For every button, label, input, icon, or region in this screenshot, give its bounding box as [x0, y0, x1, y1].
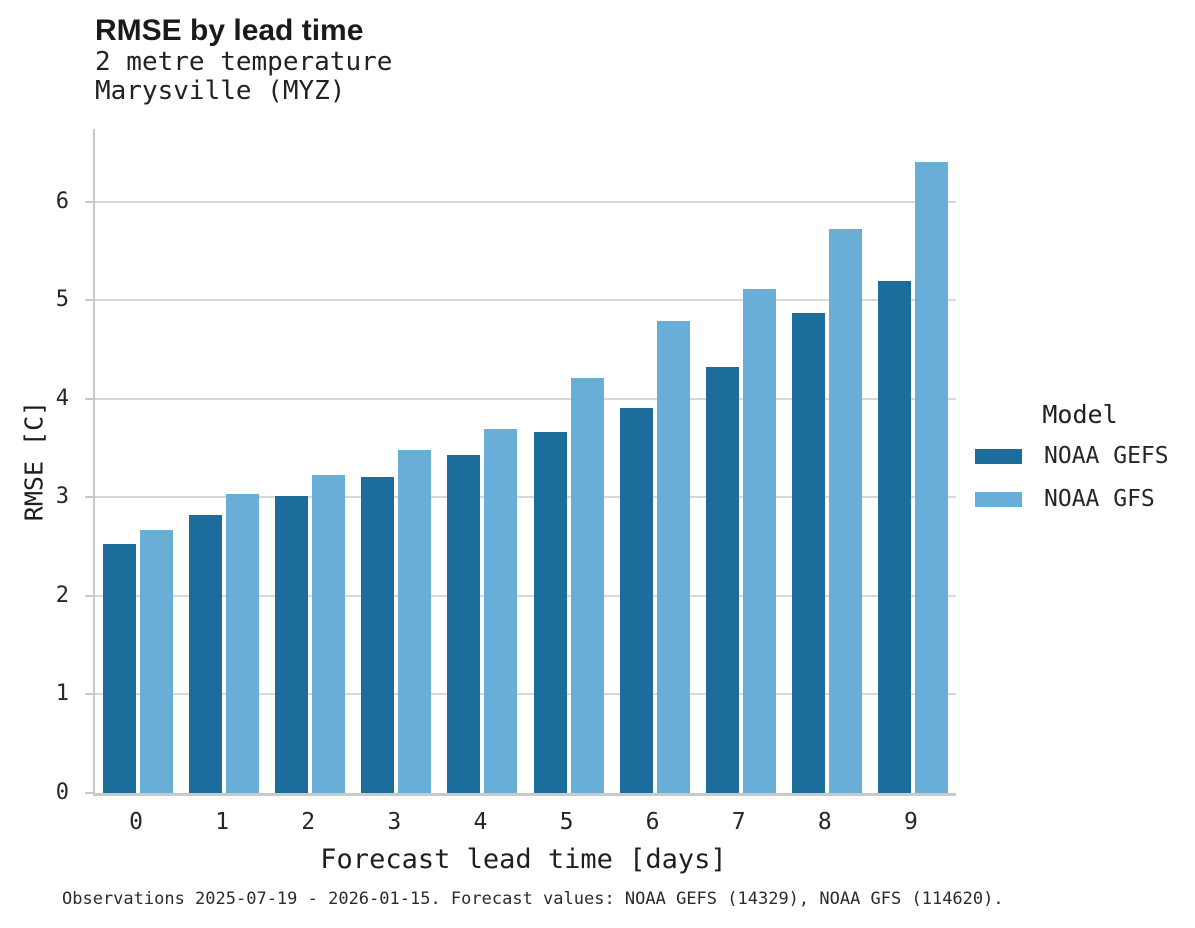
legend-swatch-noaa-gefs: [975, 448, 1022, 464]
bar-noaa-gefs-lead-7: [705, 367, 739, 793]
bar-noaa-gfs-lead-8: [828, 229, 862, 793]
y-tick-mark-2: [85, 594, 93, 597]
bar-noaa-gefs-lead-9: [877, 280, 911, 793]
footnote-caption: Observations 2025-07-19 - 2026-01-15. Fo…: [62, 889, 1004, 909]
y-tick-label-3: 3: [55, 484, 69, 510]
bar-noaa-gfs-lead-7: [742, 289, 776, 793]
x-tick-label-6: 6: [645, 809, 660, 835]
bar-groups: [95, 129, 956, 793]
legend-swatch-noaa-gfs: [975, 491, 1022, 507]
x-tick-label-9: 9: [903, 809, 918, 835]
chart-subtitle-line2: Marysville (MYZ): [95, 76, 346, 106]
x-tick-label-1: 1: [215, 809, 230, 835]
x-axis-title: Forecast lead time [days]: [320, 844, 727, 875]
bar-group-lead-1: [181, 129, 267, 793]
y-tick-label-6: 6: [55, 188, 69, 214]
y-tick-mark-1: [85, 693, 93, 696]
x-tick-label-3: 3: [387, 809, 402, 835]
bar-group-lead-6: [612, 129, 698, 793]
y-tick-mark-3: [85, 496, 93, 499]
bar-group-lead-9: [870, 129, 956, 793]
x-tick-label-4: 4: [473, 809, 488, 835]
bar-noaa-gfs-lead-5: [570, 378, 604, 793]
bar-noaa-gefs-lead-8: [791, 313, 825, 793]
y-tick-label-2: 2: [55, 582, 69, 608]
y-tick-label-1: 1: [55, 681, 69, 707]
legend-label-noaa-gfs: NOAA GFS: [1044, 486, 1155, 512]
bar-noaa-gfs-lead-6: [656, 320, 690, 793]
x-tick-label-7: 7: [731, 809, 746, 835]
bar-group-lead-4: [439, 129, 525, 793]
x-tick-label-2: 2: [301, 809, 316, 835]
bar-noaa-gefs-lead-5: [533, 432, 567, 793]
y-tick-label-5: 5: [55, 287, 69, 313]
bar-noaa-gefs-lead-6: [619, 407, 653, 793]
x-axis-ticks: 0 1 2 3 4 5 6 7 8 9: [93, 809, 954, 835]
plot-area: 0 1 2 3 4 5 6: [56, 129, 956, 804]
bar-group-lead-2: [267, 129, 353, 793]
y-tick-label-0: 0: [55, 780, 69, 805]
bar-noaa-gfs-lead-1: [226, 494, 260, 793]
bar-noaa-gefs-lead-3: [361, 476, 395, 793]
y-tick-mark-6: [85, 200, 93, 203]
bar-noaa-gfs-lead-3: [398, 450, 432, 793]
legend-entries: NOAA GEFS NOAA GFS: [975, 443, 1185, 512]
bar-group-lead-8: [784, 129, 870, 793]
bar-noaa-gfs-lead-4: [484, 429, 518, 793]
y-tick-mark-5: [85, 299, 93, 302]
gridline-y-1: [95, 693, 956, 696]
legend: Model NOAA GEFS NOAA GFS: [975, 400, 1185, 529]
chart-title: RMSE by lead time: [95, 14, 364, 47]
gridline-y-6: [95, 200, 956, 203]
bar-noaa-gfs-lead-2: [312, 474, 346, 793]
gridline-y-3: [95, 496, 956, 499]
bar-group-lead-7: [698, 129, 784, 793]
legend-label-noaa-gefs: NOAA GEFS: [1044, 443, 1169, 469]
y-tick-mark-4: [85, 397, 93, 400]
chart-subtitle-line1: 2 metre temperature: [95, 47, 393, 77]
y-tick-mark-0: [85, 792, 93, 794]
bar-group-lead-3: [353, 129, 439, 793]
y-tick-label-4: 4: [55, 385, 69, 411]
legend-entry-noaa-gfs: NOAA GFS: [975, 486, 1185, 512]
gridline-y-2: [95, 594, 956, 597]
chart-header: RMSE by lead time 2 metre temperature Ma…: [95, 14, 392, 106]
bar-noaa-gfs-lead-9: [914, 162, 948, 793]
bar-noaa-gefs-lead-2: [275, 496, 309, 793]
bar-noaa-gfs-lead-0: [140, 529, 174, 793]
gridline-y-4: [95, 397, 956, 400]
bar-noaa-gefs-lead-4: [447, 454, 481, 793]
bar-noaa-gefs-lead-0: [103, 543, 137, 793]
bar-group-lead-0: [95, 129, 181, 793]
x-tick-label-0: 0: [129, 809, 143, 835]
legend-title: Model: [1042, 400, 1118, 429]
bar-group-lead-5: [525, 129, 611, 793]
x-tick-label-5: 5: [559, 809, 574, 835]
gridline-y-5: [95, 299, 956, 302]
bar-noaa-gefs-lead-1: [189, 515, 223, 793]
x-tick-label-8: 8: [817, 809, 832, 835]
legend-entry-noaa-gefs: NOAA GEFS: [975, 443, 1185, 469]
